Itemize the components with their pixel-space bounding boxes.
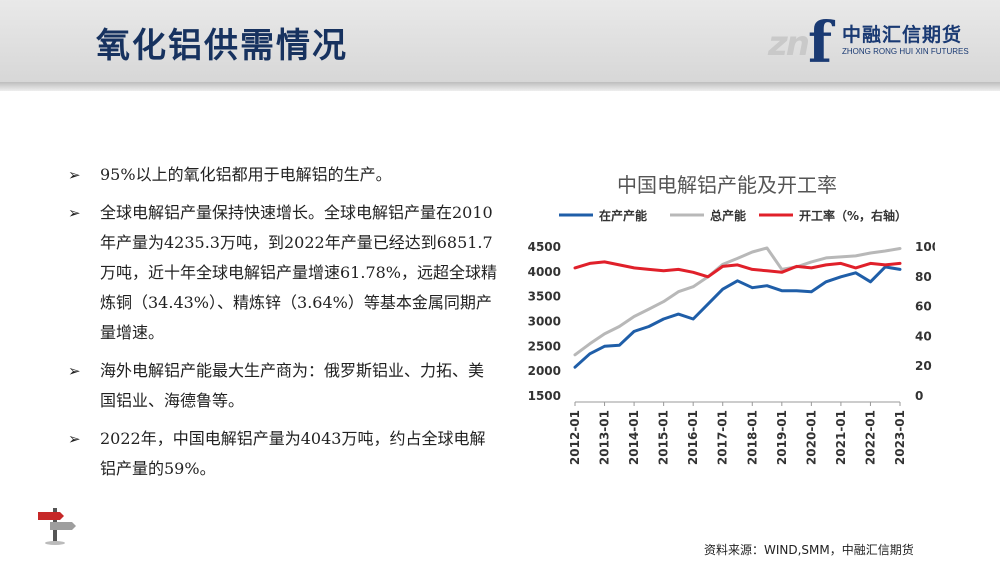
logo-chinese-name: 中融汇信期货	[842, 24, 963, 46]
x-tick-label: 2022-01	[863, 410, 877, 465]
series-line	[573, 265, 902, 369]
bullet-item: ➢ 海外电解铝产能最大生产商为：俄罗斯铝业、力拓、美国铝业、海德鲁等。	[68, 356, 498, 416]
x-tick-label: 2020-01	[804, 410, 818, 465]
logo-mark: zn	[768, 24, 810, 64]
bullet-item: ➢ 2022年，中国电解铝产量为4043万吨，约占全球电解铝产量的59%。	[68, 424, 498, 484]
arrow-bullet-icon: ➢	[68, 166, 81, 184]
bullet-item: ➢ 95%以上的氧化铝都用于电解铝的生产。	[68, 160, 498, 190]
x-tick-label: 2015-01	[657, 410, 671, 465]
series-line	[573, 260, 902, 279]
bullet-text: 海外电解铝产能最大生产商为：俄罗斯铝业、力拓、美国铝业、海德鲁等。	[100, 361, 485, 410]
x-tick-label: 2018-01	[745, 410, 759, 465]
y-left-tick-label: 3500	[528, 290, 561, 304]
y-right-tick-label: 60	[915, 300, 932, 314]
bullet-list: ➢ 95%以上的氧化铝都用于电解铝的生产。 ➢ 全球电解铝产量保持快速增长。全球…	[68, 160, 498, 492]
bullet-text: 2022年，中国电解铝产量为4043万吨，约占全球电解铝产量的59%。	[100, 429, 486, 478]
y-right-tick-label: 100	[915, 240, 935, 254]
arrow-bullet-icon: ➢	[68, 362, 81, 380]
legend-label: 开工率（%，右轴）	[799, 208, 907, 223]
series-line	[573, 246, 902, 357]
x-tick-label: 2016-01	[686, 410, 700, 465]
page-title: 氧化铝供需情况	[96, 26, 348, 66]
y-right-tick-label: 0	[915, 389, 923, 403]
x-tick-label: 2012-01	[568, 410, 582, 465]
chart-title: 中国电解铝产能及开工率	[617, 173, 837, 197]
logo-f-icon: f	[808, 10, 833, 76]
arrow-bullet-icon: ➢	[68, 430, 81, 448]
bullet-text: 全球电解铝产量保持快速增长。全球电解铝产量在2010年产量为4235.3万吨，到…	[100, 203, 498, 342]
x-tick-label: 2014-01	[627, 410, 641, 465]
logo-english-name: ZHONG RONG HUI XIN FUTURES	[842, 47, 969, 56]
y-left-tick-label: 1500	[528, 389, 561, 403]
x-tick-label: 2019-01	[775, 410, 789, 465]
header-bar	[0, 0, 1000, 82]
legend-label: 总产能	[710, 208, 746, 223]
y-left-tick-label: 2000	[528, 364, 561, 378]
legend-label: 在产产能	[599, 208, 647, 223]
header-divider	[0, 82, 1000, 91]
y-right-tick-label: 20	[915, 359, 932, 373]
signpost-icon	[38, 508, 76, 545]
y-right-tick-label: 80	[915, 270, 932, 284]
y-left-tick-label: 3000	[528, 315, 561, 329]
bullet-item: ➢ 全球电解铝产量保持快速增长。全球电解铝产量在2010年产量为4235.3万吨…	[68, 198, 498, 348]
bullet-text: 95%以上的氧化铝都用于电解铝的生产。	[100, 165, 392, 184]
x-tick-label: 2021-01	[834, 410, 848, 465]
y-left-tick-label: 4500	[528, 240, 561, 254]
y-left-tick-label: 4000	[528, 265, 561, 279]
y-left-tick-label: 2500	[528, 339, 561, 353]
company-logo: zn f 中融汇信期货 ZHONG RONG HUI XIN FUTURES	[768, 10, 978, 76]
y-right-tick-label: 40	[915, 329, 932, 343]
x-tick-label: 2013-01	[598, 410, 612, 465]
arrow-bullet-icon: ➢	[68, 204, 81, 222]
x-tick-label: 2023-01	[893, 410, 907, 465]
source-note: 资料来源：WIND,SMM，中融汇信期货	[704, 543, 914, 557]
x-tick-label: 2017-01	[716, 410, 730, 465]
